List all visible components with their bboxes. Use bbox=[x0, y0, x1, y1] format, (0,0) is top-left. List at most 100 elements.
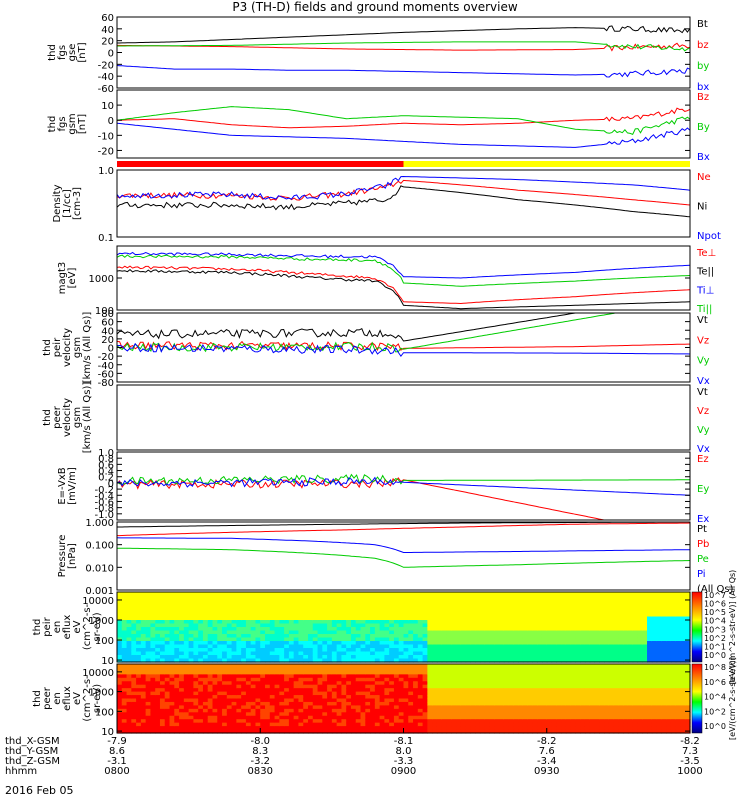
heatmap-cell bbox=[284, 634, 290, 639]
heatmap-cell bbox=[599, 658, 605, 663]
heatmap-cell bbox=[613, 630, 619, 635]
heatmap-cell bbox=[389, 627, 395, 632]
heatmap-cell bbox=[436, 641, 443, 646]
heatmap-cell bbox=[265, 705, 271, 710]
heatmap-cell bbox=[136, 705, 142, 710]
heatmap-cell bbox=[164, 630, 171, 635]
heatmap-cell bbox=[427, 664, 433, 669]
heatmap-cell bbox=[126, 719, 132, 724]
heatmap-cell bbox=[303, 719, 309, 724]
heatmap-cell bbox=[202, 644, 209, 649]
legend-label: Vt bbox=[697, 315, 708, 326]
heatmap-cell bbox=[336, 684, 343, 689]
heatmap-cell bbox=[417, 651, 424, 656]
y-axis-label: (cm^2-s- bbox=[82, 603, 93, 650]
heatmap-cell bbox=[489, 684, 495, 689]
heatmap-cell bbox=[117, 684, 123, 689]
heatmap-cell bbox=[527, 606, 534, 611]
heatmap-cell bbox=[279, 655, 285, 660]
heatmap-cell bbox=[279, 658, 285, 663]
heatmap-cell bbox=[441, 644, 448, 649]
heatmap-cell bbox=[403, 708, 409, 713]
heatmap-cell bbox=[479, 613, 486, 618]
heatmap-cell bbox=[618, 674, 624, 679]
heatmap-cell bbox=[541, 655, 548, 660]
heatmap-cell bbox=[317, 634, 323, 639]
legend-label: bz bbox=[697, 40, 709, 51]
heatmap-cell bbox=[265, 667, 271, 672]
heatmap-cell bbox=[374, 715, 381, 720]
heatmap-cell bbox=[384, 623, 390, 628]
legend-label: Vy bbox=[697, 356, 710, 367]
heatmap-cell bbox=[532, 613, 538, 618]
heatmap-cell bbox=[537, 677, 543, 682]
heatmap-cell bbox=[155, 674, 161, 679]
heatmap-cell bbox=[360, 719, 366, 724]
heatmap-cell bbox=[604, 599, 610, 604]
heatmap-cell bbox=[265, 648, 271, 653]
heatmap-cell bbox=[226, 599, 233, 604]
heatmap-cell bbox=[656, 627, 662, 632]
heatmap-cell bbox=[575, 644, 581, 649]
heatmap-cell bbox=[355, 684, 362, 689]
heatmap-cell bbox=[193, 630, 199, 635]
heatmap-cell bbox=[260, 616, 266, 621]
heatmap-cell bbox=[155, 719, 161, 724]
heatmap-cell bbox=[570, 677, 577, 682]
series-line-Ez bbox=[116, 477, 605, 521]
heatmap-cell bbox=[322, 681, 328, 686]
heatmap-cell bbox=[155, 684, 161, 689]
heatmap-cell bbox=[651, 708, 658, 713]
heatmap-cell bbox=[465, 688, 471, 693]
heatmap-cell bbox=[565, 602, 572, 607]
heatmap-cell bbox=[417, 722, 424, 727]
heatmap-cell bbox=[269, 630, 276, 635]
heatmap-cell bbox=[293, 655, 300, 660]
heatmap-cell bbox=[136, 595, 142, 600]
heatmap-cell bbox=[303, 644, 309, 649]
heatmap-cell bbox=[365, 681, 371, 686]
heatmap-cell bbox=[288, 651, 295, 656]
heatmap-cell bbox=[260, 599, 266, 604]
heatmap-cell bbox=[532, 627, 538, 632]
heatmap-cell bbox=[599, 708, 605, 713]
heatmap-cell bbox=[661, 670, 667, 675]
heatmap-cell bbox=[422, 674, 428, 679]
heatmap-cell bbox=[441, 667, 448, 672]
heatmap-cell bbox=[150, 688, 156, 693]
heatmap-cell bbox=[675, 648, 682, 653]
heatmap-cell bbox=[164, 644, 171, 649]
heatmap-cell bbox=[241, 670, 247, 675]
heatmap-cell bbox=[284, 630, 290, 635]
heatmap-cell bbox=[279, 712, 285, 717]
heatmap-cell bbox=[379, 681, 386, 686]
heatmap-cell bbox=[188, 595, 195, 600]
heatmap-cell bbox=[265, 722, 271, 727]
heatmap-cell bbox=[613, 641, 619, 646]
heatmap-cell bbox=[398, 677, 405, 682]
heatmap-cell bbox=[298, 688, 304, 693]
heatmap-cell bbox=[169, 648, 175, 653]
heatmap-cell bbox=[685, 648, 691, 653]
heatmap-cell bbox=[241, 613, 247, 618]
heatmap-cell bbox=[642, 655, 648, 660]
heatmap-cell bbox=[336, 691, 343, 696]
heatmap-cell bbox=[350, 715, 357, 720]
heatmap-cell bbox=[179, 698, 185, 703]
heatmap-cell bbox=[174, 602, 180, 607]
heatmap-cell bbox=[331, 691, 338, 696]
heatmap-cell bbox=[274, 722, 280, 727]
heatmap-cell bbox=[513, 719, 519, 724]
heatmap-cell bbox=[661, 722, 667, 727]
heatmap-cell bbox=[479, 715, 486, 720]
series-line-Ni bbox=[116, 185, 691, 218]
heatmap-cell bbox=[322, 712, 328, 717]
heatmap-cell bbox=[475, 670, 481, 675]
heatmap-cell bbox=[217, 705, 223, 710]
heatmap-cell bbox=[475, 705, 481, 710]
heatmap-cell bbox=[198, 644, 204, 649]
heatmap-cell bbox=[608, 701, 615, 706]
heatmap-cell bbox=[456, 616, 462, 621]
heatmap-cell bbox=[537, 634, 543, 639]
heatmap-cell bbox=[269, 681, 276, 686]
